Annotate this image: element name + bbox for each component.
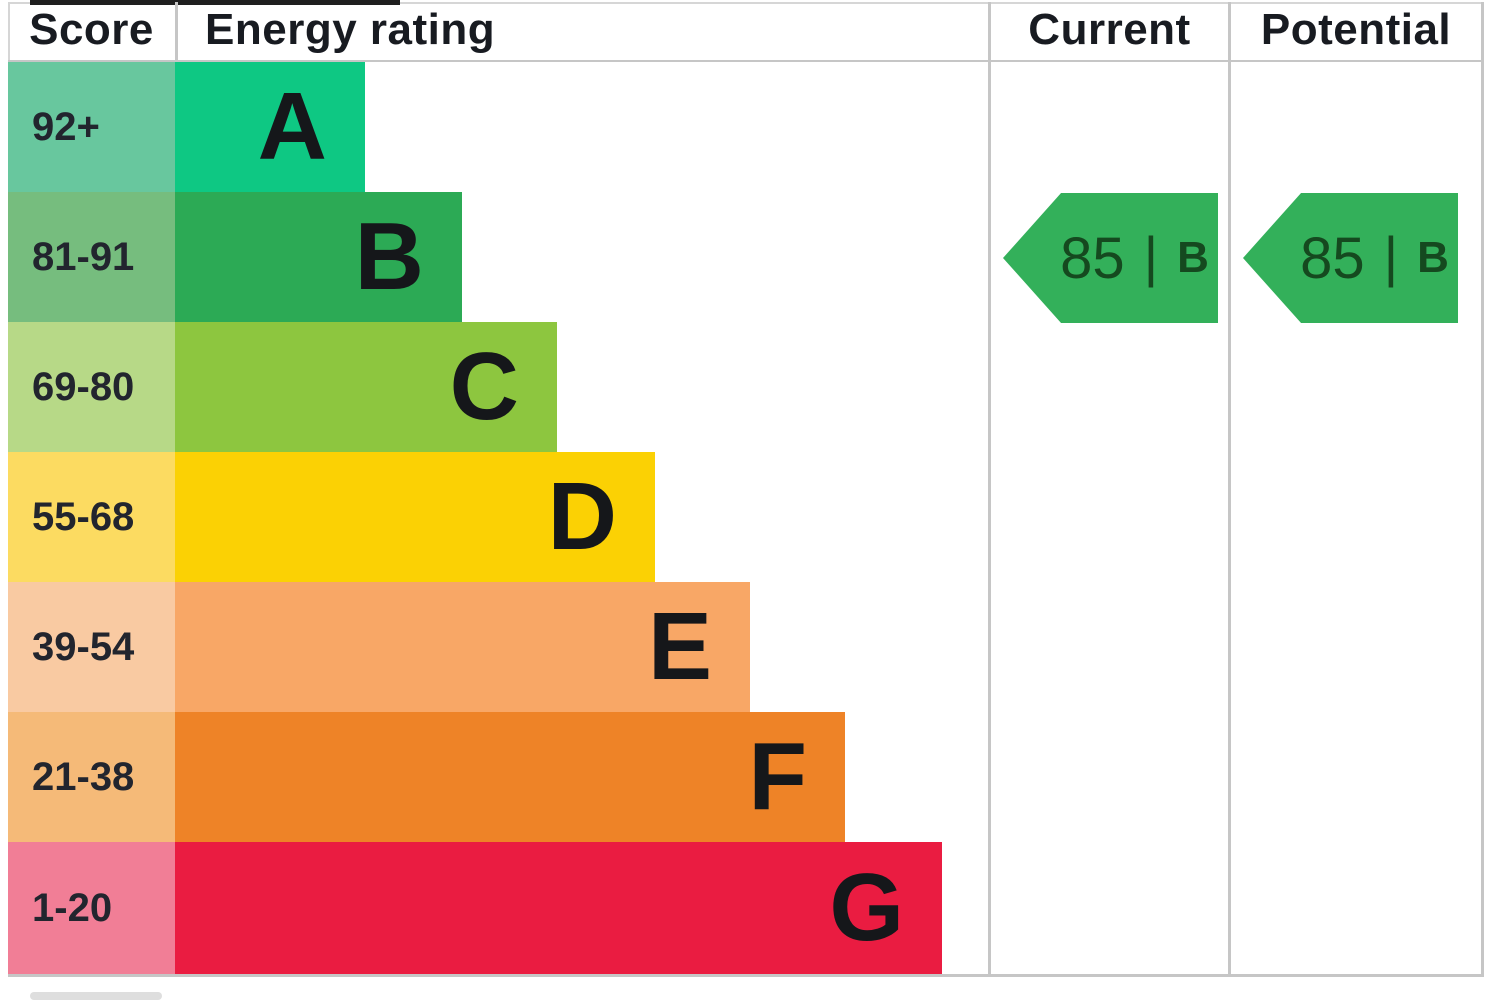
band-row-c: 69-80 C	[8, 322, 557, 452]
header-bottom-border	[8, 60, 1484, 62]
rating-letter: G	[829, 854, 904, 961]
score-range-label: 21-38	[8, 712, 175, 842]
band-row-g: 1-20 G	[8, 842, 942, 974]
table-top-border-segment	[30, 0, 400, 5]
rating-bar-e: E	[175, 582, 750, 712]
rating-letter: A	[257, 73, 327, 180]
rating-letter: C	[449, 333, 519, 440]
score-header-divider	[175, 2, 178, 60]
rating-bar-g: G	[175, 842, 942, 974]
rating-letter: F	[748, 723, 807, 830]
score-range-label: 39-54	[8, 582, 175, 712]
rating-bar-c: C	[175, 322, 557, 452]
band-row-b: 81-91 B	[8, 192, 462, 322]
band-row-f: 21-38 F	[8, 712, 845, 842]
table-right-border	[1481, 2, 1484, 974]
current-score-value: 85	[1060, 225, 1125, 291]
rating-bar-f: F	[175, 712, 845, 842]
score-range-label: 81-91	[8, 192, 175, 322]
potential-rating-arrow: 85 | B	[1243, 193, 1458, 323]
score-range-label: 92+	[8, 62, 175, 192]
potential-column-divider	[1228, 2, 1231, 974]
rating-bar-a: A	[175, 62, 365, 192]
column-header-current: Current	[1028, 5, 1191, 54]
current-divider: |	[1143, 224, 1159, 288]
band-row-a: 92+ A	[8, 62, 365, 192]
potential-band-letter: B	[1417, 233, 1449, 282]
score-range-label: 55-68	[8, 452, 175, 582]
table-bottom-border	[8, 974, 1484, 977]
rating-bar-d: D	[175, 452, 655, 582]
rating-letter: D	[547, 463, 617, 570]
cropped-content-fragment	[30, 992, 162, 1000]
current-band-letter: B	[1177, 233, 1209, 282]
score-range-label: 69-80	[8, 322, 175, 452]
current-column-divider	[988, 2, 991, 974]
column-header-score: Score	[29, 5, 154, 54]
potential-score-value: 85	[1300, 225, 1365, 291]
potential-divider: |	[1383, 224, 1399, 288]
band-row-d: 55-68 D	[8, 452, 655, 582]
band-row-e: 39-54 E	[8, 582, 750, 712]
column-header-energy-rating: Energy rating	[205, 5, 496, 54]
rating-letter: B	[354, 203, 424, 310]
rating-bar-b: B	[175, 192, 462, 322]
table-top-border	[8, 2, 1484, 4]
rating-letter: E	[647, 593, 712, 700]
score-range-label: 1-20	[8, 842, 175, 974]
current-rating-arrow: 85 | B	[1003, 193, 1218, 323]
column-header-potential: Potential	[1260, 5, 1452, 54]
